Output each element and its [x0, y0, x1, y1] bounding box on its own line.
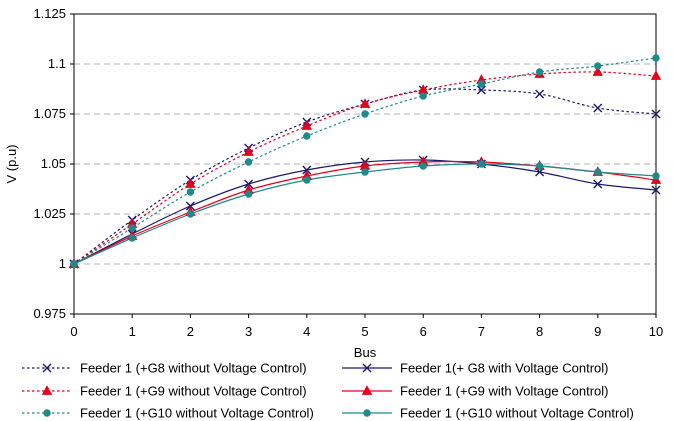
data-point-series-2 — [302, 165, 312, 175]
y-axis-title: V (p.u) — [4, 144, 19, 183]
data-point-series-2 — [185, 201, 195, 211]
legend-label: Feeder 1 (+G9 with Voltage Control) — [400, 384, 608, 399]
legend-swatch-marker — [43, 409, 51, 417]
data-point-series-3 — [243, 146, 254, 156]
data-point-series-6 — [652, 172, 660, 180]
y-tick-label: 1.1 — [48, 56, 66, 71]
data-point-series-6 — [70, 260, 78, 268]
series-line-5 — [73, 57, 657, 265]
x-axis: 0 1 2 3 4 5 6 7 8 9 10 — [70, 314, 663, 339]
y-tick-label: 1.075 — [33, 106, 66, 121]
legend-item: Feeder 1 (+G10 without Voltage Control) — [22, 406, 314, 421]
data-point-series-3 — [592, 66, 603, 76]
data-point-series-2 — [593, 179, 603, 189]
legend-label: Feeder 1 (+G10 without Voltage Control) — [80, 406, 314, 421]
data-point-series-3 — [359, 98, 371, 108]
data-point-series-1 — [535, 89, 545, 99]
data-point-series-6 — [419, 162, 427, 170]
series-line-3 — [73, 71, 657, 265]
series-line-1 — [73, 88, 657, 265]
x-tick-label: 9 — [594, 324, 601, 339]
legend-item: Feeder 1 (+G9 without Voltage Control) — [22, 384, 307, 399]
x-tick-label: 8 — [536, 324, 543, 339]
y-axis: 0.975 1 1.025 1.05 1.075 1.1 1.125 — [33, 6, 74, 321]
data-point-series-5 — [128, 224, 136, 232]
x-tick-label: 2 — [187, 324, 194, 339]
x-tick-label: 6 — [420, 324, 427, 339]
x-axis-title: Bus — [354, 345, 377, 360]
data-point-series-6 — [361, 168, 369, 176]
data-point-series-5 — [535, 68, 544, 76]
x-tick-label: 1 — [129, 324, 136, 339]
data-point-series-5 — [361, 110, 369, 118]
data-point-series-3 — [650, 70, 662, 80]
legend-label: Feeder 1 (+G9 without Voltage Control) — [80, 384, 307, 399]
data-point-series-5 — [244, 158, 253, 166]
legend-swatch-marker — [362, 363, 372, 373]
legend-label: Feeder 1 (+G8 without Voltage Control) — [80, 361, 307, 376]
data-point-series-5 — [303, 132, 311, 140]
data-point-series-3 — [301, 120, 312, 130]
y-tick-label: 1.025 — [33, 206, 66, 221]
data-point-series-6 — [594, 168, 602, 176]
data-point-series-1 — [651, 109, 661, 119]
y-tick-label: 1.125 — [33, 6, 66, 21]
data-point-series-1 — [476, 85, 486, 95]
data-point-series-3 — [185, 178, 196, 188]
data-point-series-6 — [186, 210, 195, 218]
legend: Feeder 1 (+G8 without Voltage Control) Fe… — [22, 361, 634, 421]
series-markers — [68, 54, 662, 269]
data-point-series-2 — [651, 185, 661, 195]
series-line-4 — [73, 160, 657, 265]
y-tick-label: 1.05 — [41, 156, 66, 171]
legend-label: Feeder 1(+ G8 with Voltage Control) — [400, 361, 608, 376]
data-point-series-6 — [535, 162, 544, 170]
y-tick-label: 1 — [59, 256, 66, 271]
data-point-series-5 — [652, 54, 660, 62]
legend-item: Feeder 1 (+G10 without Voltage Control) — [342, 406, 634, 421]
data-point-series-1 — [593, 103, 603, 113]
x-tick-label: 7 — [478, 324, 485, 339]
data-point-series-6 — [128, 234, 136, 242]
legend-label: Feeder 1 (+G10 without Voltage Control) — [400, 406, 634, 421]
data-point-series-5 — [477, 80, 486, 88]
legend-item: Feeder 1 (+G9 with Voltage Control) — [342, 384, 608, 399]
x-tick-label: 5 — [361, 324, 368, 339]
data-point-series-5 — [419, 92, 427, 100]
data-point-series-5 — [186, 188, 195, 196]
x-tick-label: 0 — [70, 324, 77, 339]
x-tick-label: 4 — [303, 324, 310, 339]
x-tick-label: 10 — [649, 324, 663, 339]
data-point-series-6 — [477, 160, 486, 168]
y-tick-label: 0.975 — [33, 306, 66, 321]
x-tick-label: 3 — [245, 324, 252, 339]
data-point-series-6 — [303, 176, 311, 184]
data-point-series-5 — [594, 62, 602, 70]
legend-item: Feeder 1 (+G8 without Voltage Control) — [22, 361, 307, 376]
data-point-series-2 — [244, 179, 254, 189]
legend-swatch-marker — [363, 409, 371, 417]
legend-item: Feeder 1(+ G8 with Voltage Control) — [342, 361, 608, 376]
legend-swatch-marker — [361, 385, 373, 395]
data-point-series-6 — [244, 190, 253, 198]
legend-swatch-marker — [42, 363, 52, 373]
legend-swatch-marker — [41, 385, 53, 395]
